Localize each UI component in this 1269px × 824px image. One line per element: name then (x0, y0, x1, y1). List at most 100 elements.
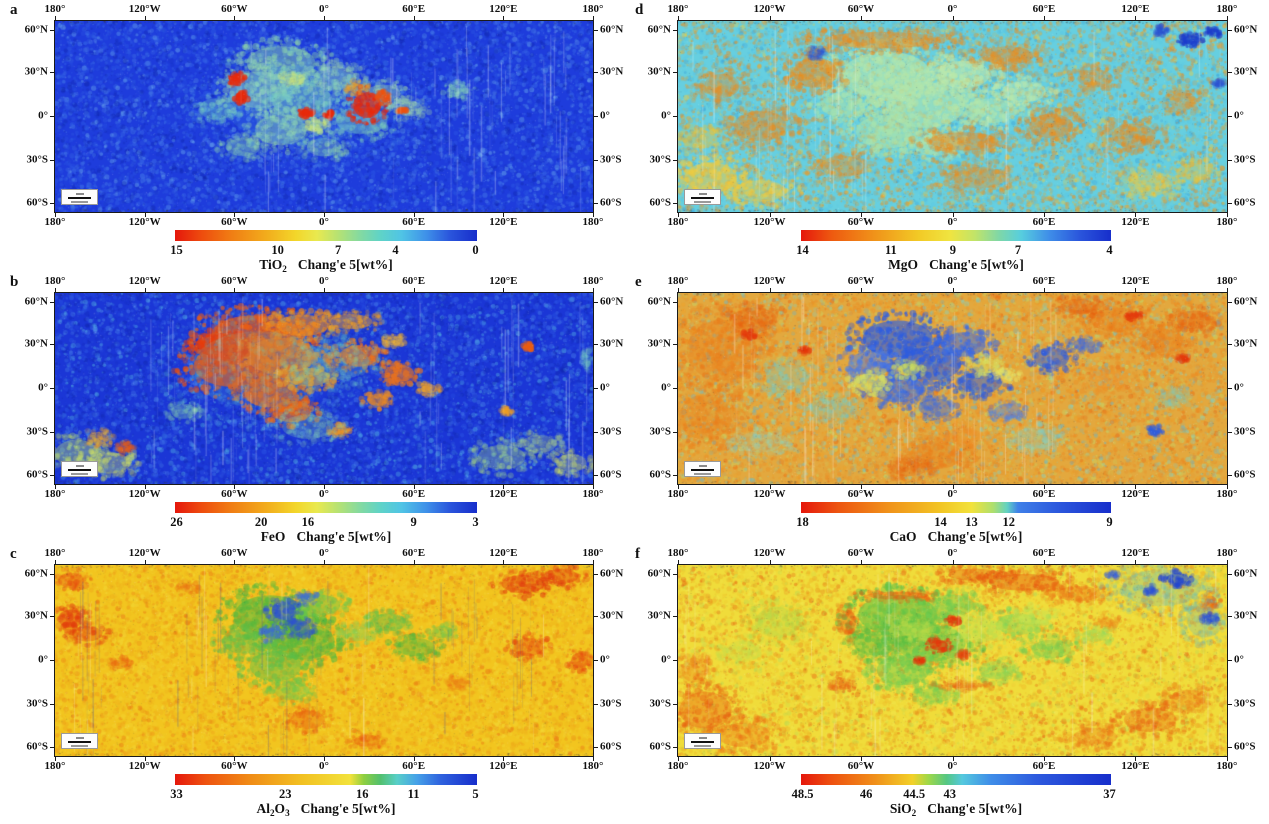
lon-label-top: 60°E (402, 275, 426, 287)
panel-d: d 180° 180° 120°W 120°W 60°W 60°W 0° 0° 60°E 60°E 1… (620, 0, 1269, 273)
lon-label-top: 180° (44, 3, 66, 15)
lon-tick-bottom (234, 756, 236, 761)
lat-tick-right (593, 203, 598, 205)
title-text: Chang'e 5[wt%] (927, 801, 1023, 816)
lon-label-bottom: 120°W (128, 488, 161, 500)
lat-label-left: 60°N (647, 567, 671, 580)
lat-label-left: 0° (661, 109, 671, 122)
lat-tick-right (1227, 115, 1232, 117)
lon-tick-bottom (952, 212, 954, 217)
lon-label-bottom: 180° (1216, 760, 1238, 772)
lat-label-left: 30°S (26, 697, 48, 710)
lat-label-left: 60°S (26, 740, 48, 753)
lat-tick-right (1227, 747, 1232, 749)
title-subscript: 2 (911, 808, 917, 818)
scale-bar-text-top (76, 737, 84, 739)
lon-tick-top (678, 288, 679, 293)
lat-label-left: 0° (38, 381, 48, 394)
lat-tick-left (50, 159, 55, 161)
panel-letter-a: a (10, 2, 18, 18)
lat-tick-left (673, 203, 678, 205)
scale-bar-inset (61, 189, 98, 205)
lat-tick-right (593, 659, 598, 661)
lon-tick-bottom (324, 484, 325, 489)
lat-tick-right (593, 615, 598, 617)
lon-tick-bottom (593, 756, 594, 761)
colorbar-tick-label: 7 (1014, 243, 1022, 257)
title-text: TiO (259, 257, 283, 272)
title-text: Chang'e 5[wt%] (297, 257, 393, 272)
lat-tick-right (593, 703, 598, 705)
scale-bar-line (691, 197, 714, 199)
lon-tick-bottom (1227, 484, 1228, 489)
lat-tick-right (593, 475, 598, 477)
title-text: Chang'e 5[wt%] (300, 801, 396, 816)
lon-tick-top (234, 288, 236, 293)
lon-tick-bottom (860, 212, 862, 217)
lat-tick-left (50, 203, 55, 205)
lat-label-left: 30°N (647, 65, 671, 78)
colorbar-mgo (801, 230, 1111, 241)
lon-tick-bottom (55, 756, 56, 761)
lon-tick-top (324, 288, 325, 293)
lat-tick-right (1227, 29, 1232, 31)
colorbar-tick-label: 16 (355, 787, 369, 801)
lon-label-top: 120°E (489, 547, 518, 559)
lat-label-left: 30°N (24, 337, 48, 350)
lon-label-top: 180° (582, 547, 604, 559)
scale-bar-line (68, 741, 91, 743)
lat-tick-left (50, 71, 55, 73)
lon-tick-top (55, 16, 56, 21)
lon-tick-bottom (324, 756, 325, 761)
lon-label-bottom: 180° (582, 216, 604, 228)
lat-label-left: 30°S (26, 153, 48, 166)
lat-label-left: 30°N (24, 65, 48, 78)
lat-label-right: 30°S (600, 697, 622, 710)
lon-tick-top (1044, 560, 1046, 565)
map-canvas-cao (677, 292, 1228, 485)
lat-tick-left (673, 475, 678, 477)
title-text: Chang'e 5[wt%] (929, 257, 1024, 272)
lat-tick-left (673, 615, 678, 617)
lon-label-bottom: 120°W (753, 488, 786, 500)
colorbar-title-mgo: MgO Chang'e 5[wt%] (888, 257, 1024, 273)
lon-label-top: 0° (947, 3, 958, 15)
scale-bar-inset (684, 461, 721, 477)
lat-tick-right (593, 387, 598, 389)
lon-tick-top (678, 16, 679, 21)
lon-label-top: 120°W (753, 547, 786, 559)
lat-label-right: 60°S (1234, 196, 1256, 209)
title-subscript: 2 (269, 808, 275, 818)
colorbar-tick-label: 48.5 (791, 787, 814, 801)
lat-tick-left (50, 615, 55, 617)
lon-tick-top (1227, 560, 1228, 565)
map-canvas-mgo (677, 20, 1228, 213)
lon-label-bottom: 120°W (753, 216, 786, 228)
lat-label-right: 30°S (1234, 697, 1256, 710)
lat-label-left: 60°S (649, 196, 671, 209)
scale-bar-inset (684, 733, 721, 749)
lat-label-left: 60°N (24, 23, 48, 36)
lon-tick-bottom (952, 484, 954, 489)
lat-tick-left (50, 115, 55, 117)
lon-tick-top (503, 16, 505, 21)
lon-tick-top (952, 560, 954, 565)
lat-tick-right (593, 159, 598, 161)
lat-label-left: 0° (38, 109, 48, 122)
colorbar-feo (175, 502, 477, 513)
lat-tick-left (50, 747, 55, 749)
lon-tick-top (1044, 288, 1046, 293)
lat-label-left: 0° (661, 653, 671, 666)
lat-tick-left (50, 301, 55, 303)
lon-label-top: 60°E (1032, 547, 1056, 559)
lat-tick-left (50, 475, 55, 477)
lat-tick-left (673, 29, 678, 31)
lon-tick-bottom (144, 756, 146, 761)
lon-tick-bottom (769, 756, 771, 761)
lat-label-right: 60°N (600, 23, 624, 36)
lat-tick-right (593, 573, 598, 575)
lat-tick-left (673, 71, 678, 73)
lon-label-bottom: 0° (947, 760, 958, 772)
lat-label-right: 0° (600, 381, 610, 394)
